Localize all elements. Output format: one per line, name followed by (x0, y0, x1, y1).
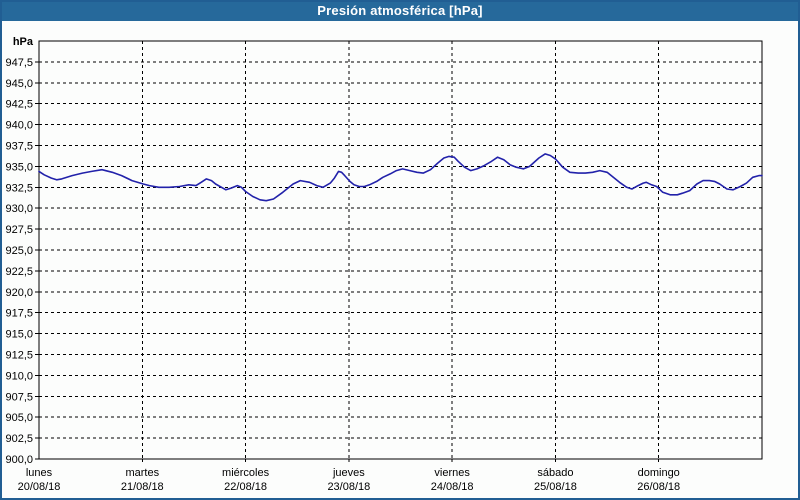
x-day-label: domingo (638, 467, 680, 479)
y-axis-label: 945,0 (5, 78, 33, 90)
plot-border (38, 40, 763, 460)
x-date-label: 20/08/18 (18, 481, 61, 493)
y-axis-label: 910,0 (5, 370, 33, 382)
chart-title: Presión atmosférica [hPa] (317, 3, 483, 18)
x-day-label: viernes (434, 467, 470, 479)
x-date-label: 24/08/18 (431, 481, 474, 493)
x-day-label: lunes (26, 467, 53, 479)
y-axis-label: 937,5 (5, 141, 33, 153)
y-axis-label: 932,5 (5, 182, 33, 194)
y-axis-label: 912,5 (5, 350, 33, 362)
y-axis-label: 927,5 (5, 224, 33, 236)
y-axis-label: 900,0 (5, 454, 33, 466)
y-axis-label: 920,0 (5, 287, 33, 299)
x-date-label: 26/08/18 (637, 481, 680, 493)
x-date-label: 22/08/18 (224, 481, 267, 493)
y-axis-label: 930,0 (5, 203, 33, 215)
y-axis-label: 942,5 (5, 99, 33, 111)
y-axis-label: 902,5 (5, 433, 33, 445)
x-day-label: martes (125, 467, 159, 479)
x-day-label: sábado (537, 467, 573, 479)
x-date-label: 23/08/18 (327, 481, 370, 493)
y-axis-label: 917,5 (5, 308, 33, 320)
y-axis-label: 915,0 (5, 329, 33, 341)
chart-title-bar: Presión atmosférica [hPa] (2, 2, 798, 21)
y-axis-label: 922,5 (5, 266, 33, 278)
y-axis-label: 907,5 (5, 391, 33, 403)
x-day-label: miércoles (222, 467, 270, 479)
x-date-label: 25/08/18 (534, 481, 577, 493)
y-axis-label: 935,0 (5, 161, 33, 173)
y-axis-label: 940,0 (5, 120, 33, 132)
y-axis-label: 905,0 (5, 412, 33, 424)
pressure-line (38, 153, 763, 202)
x-day-label: jueves (332, 467, 365, 479)
y-axis-label: 947,5 (5, 57, 33, 69)
y-axis-label: 925,0 (5, 245, 33, 257)
y-axis-unit-label: hPa (13, 36, 34, 48)
x-date-label: 21/08/18 (121, 481, 164, 493)
